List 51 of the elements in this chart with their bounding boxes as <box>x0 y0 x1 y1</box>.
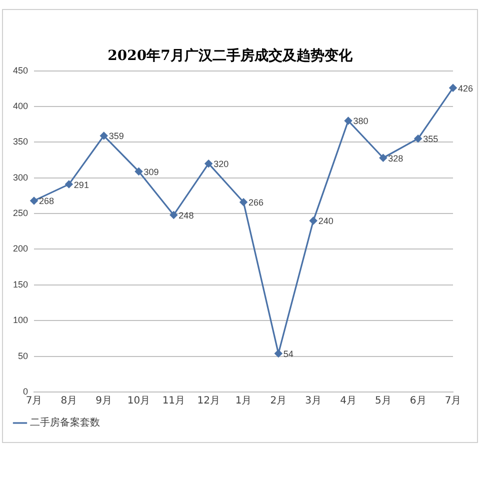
data-label: 380 <box>353 116 368 126</box>
data-label: 291 <box>74 180 89 190</box>
x-tick-label: 10月 <box>127 396 150 407</box>
y-tick-label: 400 <box>12 100 28 111</box>
data-label: 54 <box>283 348 294 359</box>
point <box>204 160 212 168</box>
point <box>65 180 73 188</box>
point <box>274 350 282 358</box>
data-label: 309 <box>144 166 159 177</box>
y-tick-label: 0 <box>23 386 28 396</box>
data-label: 320 <box>214 159 229 170</box>
y-tick-label: 50 <box>18 350 28 361</box>
data-label: 426 <box>458 83 474 94</box>
x-tick-label: 4月 <box>340 396 356 407</box>
point <box>134 168 143 176</box>
x-tick-label: 3月 <box>305 396 322 407</box>
data-label: 266 <box>248 198 264 208</box>
x-tick-label: 7月 <box>444 396 462 407</box>
point <box>170 211 178 219</box>
x-tick-label: 5月 <box>374 396 392 407</box>
point <box>379 154 387 162</box>
data-label: 359 <box>108 131 124 142</box>
point <box>344 116 352 125</box>
point <box>310 216 318 224</box>
x-tick-label: 8月 <box>60 396 78 407</box>
x-tick-label: 7月 <box>26 396 42 407</box>
legend-label: 二手房备案套数 <box>30 416 100 429</box>
y-tick-label: 350 <box>12 136 28 147</box>
x-tick-label: 11月 <box>162 396 186 407</box>
y-tick-label: 100 <box>12 315 28 326</box>
data-label: 355 <box>423 134 438 144</box>
y-tick-label: 300 <box>12 172 28 182</box>
data-label: 248 <box>178 210 194 220</box>
y-tick-label: 450 <box>12 65 28 76</box>
x-tick-label: 9月 <box>96 396 112 407</box>
point <box>30 196 38 205</box>
data-label: 240 <box>318 216 334 226</box>
point <box>449 84 457 92</box>
y-tick-label: 200 <box>12 244 28 254</box>
x-tick-label: 2月 <box>270 396 287 407</box>
data-label: 328 <box>388 153 404 164</box>
x-tick-label: 1月 <box>235 396 252 407</box>
x-tick-label: 6月 <box>410 396 426 407</box>
data-label: 268 <box>39 196 54 206</box>
point <box>240 198 248 206</box>
y-tick-label: 250 <box>12 208 28 218</box>
x-tick-label: 12月 <box>197 396 220 407</box>
point <box>414 134 422 142</box>
y-tick-label: 150 <box>12 279 28 290</box>
point <box>100 132 108 140</box>
chart-title: 2020年7月广汉二手房成交及趋势变化 <box>108 47 354 64</box>
